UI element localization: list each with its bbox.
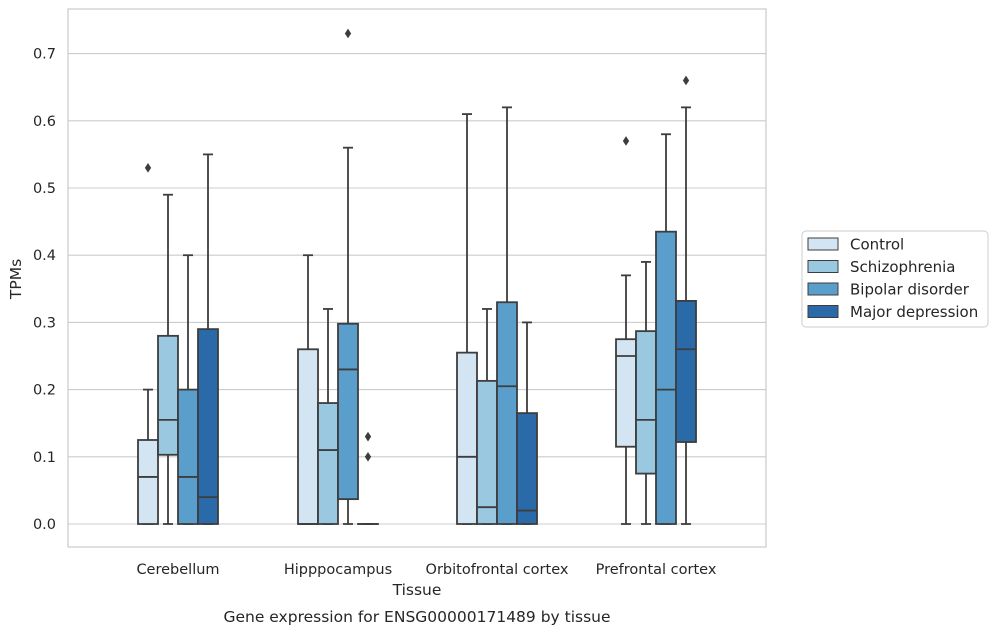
box-iqr bbox=[177, 388, 199, 525]
legend-swatch bbox=[807, 282, 839, 296]
outlier-point bbox=[364, 431, 372, 442]
x-tick-label: Orbitofrontal cortex bbox=[426, 562, 569, 578]
box-bipolar-disorder bbox=[655, 133, 677, 525]
box-iqr bbox=[635, 330, 657, 475]
box-schizophrenia bbox=[476, 308, 498, 525]
box-bipolar-disorder bbox=[496, 106, 518, 525]
plot-area-frame bbox=[67, 8, 767, 548]
box-major-depression bbox=[197, 153, 219, 525]
box-iqr bbox=[337, 322, 359, 501]
box-iqr bbox=[655, 230, 677, 525]
box-major-depression bbox=[357, 431, 379, 525]
legend-swatch bbox=[807, 237, 839, 251]
box-iqr bbox=[197, 328, 219, 525]
outlier-point bbox=[364, 451, 372, 462]
legend-label: Major depression bbox=[850, 303, 978, 321]
y-tick-label: 0.0 bbox=[33, 517, 56, 533]
box-major-depression bbox=[675, 75, 697, 525]
x-axis-title: Tissue bbox=[392, 581, 442, 599]
outlier-point bbox=[144, 163, 152, 173]
box-major-depression bbox=[516, 321, 538, 525]
legend-swatch bbox=[807, 305, 839, 318]
y-tick-label: 0.5 bbox=[33, 181, 56, 197]
box-iqr bbox=[675, 299, 697, 443]
boxes bbox=[137, 28, 697, 525]
box-schizophrenia bbox=[157, 193, 179, 525]
legend: Control Schizophrenia Bipolar disorder Majo… bbox=[801, 230, 989, 328]
box-iqr bbox=[137, 439, 159, 525]
y-tick-label: 0.6 bbox=[33, 114, 56, 130]
legend-label: Schizophrenia bbox=[850, 258, 955, 276]
legend-frame bbox=[801, 230, 989, 328]
box-iqr bbox=[496, 301, 518, 525]
box-control bbox=[615, 136, 637, 525]
box-schizophrenia bbox=[635, 261, 657, 525]
y-tick-label: 0.2 bbox=[33, 383, 56, 399]
y-tick-label: 0.4 bbox=[33, 248, 56, 264]
y-tick-label: 0.3 bbox=[33, 315, 56, 331]
box-control bbox=[456, 113, 478, 525]
outlier-point bbox=[622, 136, 630, 146]
y-tick-label: 0.7 bbox=[33, 47, 56, 63]
box-bipolar-disorder bbox=[177, 254, 199, 525]
chart-caption: Gene expression for ENSG00000171489 by t… bbox=[223, 608, 610, 626]
box-iqr bbox=[157, 334, 179, 456]
box-iqr bbox=[476, 379, 498, 525]
legend-label: Bipolar disorder bbox=[850, 281, 970, 299]
box-iqr bbox=[317, 402, 339, 525]
y-axis-ticks: 0.0 0.1 0.2 0.3 0.4 0.5 0.6 0.7 bbox=[33, 47, 56, 533]
outlier-point bbox=[344, 28, 352, 39]
outlier-point bbox=[682, 75, 690, 86]
x-axis-ticks: Cerebellum Hipppocampus Orbitofrontal cort… bbox=[136, 562, 716, 578]
box-control bbox=[137, 163, 159, 525]
box-iqr bbox=[456, 351, 478, 525]
x-tick-label: Prefrontal cortex bbox=[596, 562, 717, 578]
box-control bbox=[297, 254, 319, 525]
legend-label: Control bbox=[850, 236, 904, 254]
legend-swatch bbox=[807, 260, 839, 273]
x-tick-label: Cerebellum bbox=[136, 562, 219, 578]
box-iqr bbox=[516, 412, 538, 525]
x-tick-label: Hipppocampus bbox=[284, 562, 392, 578]
box-schizophrenia bbox=[317, 308, 339, 525]
y-axis-title: TPMs bbox=[7, 259, 25, 300]
y-tick-label: 0.1 bbox=[33, 450, 56, 466]
box-bipolar-disorder bbox=[337, 28, 359, 525]
box-iqr bbox=[297, 348, 319, 525]
